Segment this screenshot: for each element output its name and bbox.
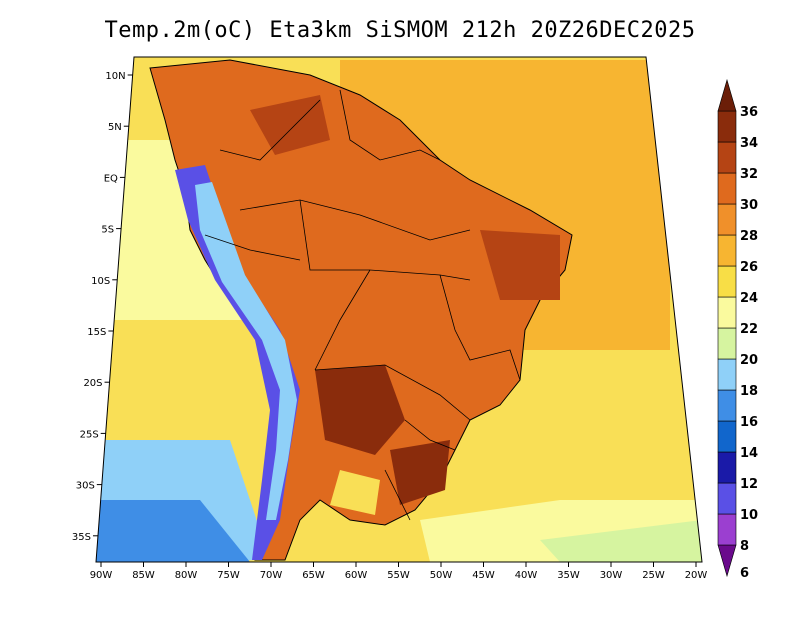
- colorbar-label: 6: [740, 566, 749, 581]
- colorbar-segment: [717, 265, 737, 298]
- colorbar-label: 24: [740, 291, 758, 306]
- hot-region-chaco: [315, 365, 405, 455]
- cooler-region-argentina: [330, 470, 380, 515]
- colorbar-segment: [717, 544, 737, 578]
- colorbar-label: 8: [740, 539, 749, 554]
- map-frame: [95, 56, 703, 563]
- map-title: Temp.2m(oC) Eta3km SiSMOM 212h 20Z26DEC2…: [104, 18, 696, 43]
- colorbar-label: 14: [740, 446, 758, 461]
- lon-label: 20W: [685, 570, 708, 581]
- temperature-map: [96, 57, 702, 562]
- colorbar-label: 36: [740, 105, 758, 120]
- colorbar-label: 28: [740, 229, 758, 244]
- lon-label: 50W: [430, 570, 453, 581]
- colorbar-label: 30: [740, 198, 758, 213]
- lat-label: 35S: [72, 532, 91, 543]
- lon-label: 45W: [472, 570, 495, 581]
- latitude-axis: 10N 5N EQ 5S 10S 15S 20S 25S 30S 35S: [72, 71, 133, 543]
- colorbar-label: 18: [740, 384, 758, 399]
- longitude-axis: 90W 85W 80W 75W 70W 65W 60W 55W 50W 45W 40W 35W 30W 2…: [90, 562, 708, 581]
- lon-label: 80W: [175, 570, 198, 581]
- colorbar-segment: [717, 358, 737, 391]
- colorbar-segment: [717, 141, 737, 174]
- hot-region-south-brazil: [390, 440, 450, 505]
- colorbar-segment: [717, 513, 737, 546]
- colorbar-label: 16: [740, 415, 758, 430]
- lat-label: 30S: [76, 481, 95, 492]
- lon-label: 70W: [260, 570, 283, 581]
- lat-label: 20S: [83, 378, 102, 389]
- lat-label: 10S: [91, 276, 110, 287]
- colorbar-segment: [717, 78, 737, 112]
- lon-label: 60W: [345, 570, 368, 581]
- colorbar-segment: [717, 296, 737, 329]
- lon-label: 85W: [132, 570, 155, 581]
- andes-cool-margin: [195, 182, 297, 520]
- colorbar-label: 22: [740, 322, 758, 337]
- temperature-colorbar: 6 8 10 12 14 16 18 20 22 24 26 28 30 32 34 36: [717, 78, 758, 581]
- colorbar-label: 34: [740, 136, 758, 151]
- lat-label: 5N: [108, 122, 122, 133]
- colorbar-label: 10: [740, 508, 758, 523]
- lat-label: 10N: [105, 71, 125, 82]
- lon-label: 55W: [387, 570, 410, 581]
- colorbar-segment: [717, 420, 737, 453]
- colorbar-segment: [717, 203, 737, 236]
- colorbar-segment: [717, 389, 737, 422]
- cold-southern-ocean-deep: [96, 500, 250, 562]
- country-borders: [204, 89, 521, 521]
- lon-label: 25W: [642, 570, 665, 581]
- colorbar-segment: [717, 234, 737, 267]
- colorbar-segment: [717, 482, 737, 515]
- lon-label: 40W: [515, 570, 538, 581]
- colorbar-segment: [717, 110, 737, 143]
- colorbar-segment: [717, 327, 737, 360]
- lon-label: 90W: [90, 570, 113, 581]
- colorbar-segment: [717, 172, 737, 205]
- cooler-south-atlantic: [540, 520, 702, 562]
- colorbar-label: 12: [740, 477, 758, 492]
- colorbar-label: 32: [740, 167, 758, 182]
- lon-label: 65W: [302, 570, 325, 581]
- lon-label: 35W: [557, 570, 580, 581]
- lon-label: 75W: [217, 570, 240, 581]
- colorbar-label: 20: [740, 353, 758, 368]
- lat-label: EQ: [104, 173, 118, 184]
- colorbar-label: 26: [740, 260, 758, 275]
- hot-region-northeast: [480, 230, 560, 300]
- lat-label: 25S: [80, 429, 99, 440]
- lon-label: 30W: [600, 570, 623, 581]
- lat-label: 5S: [101, 225, 114, 236]
- andes-cold-ridge: [175, 165, 300, 560]
- lat-label: 15S: [87, 327, 106, 338]
- colorbar-segment: [717, 451, 737, 484]
